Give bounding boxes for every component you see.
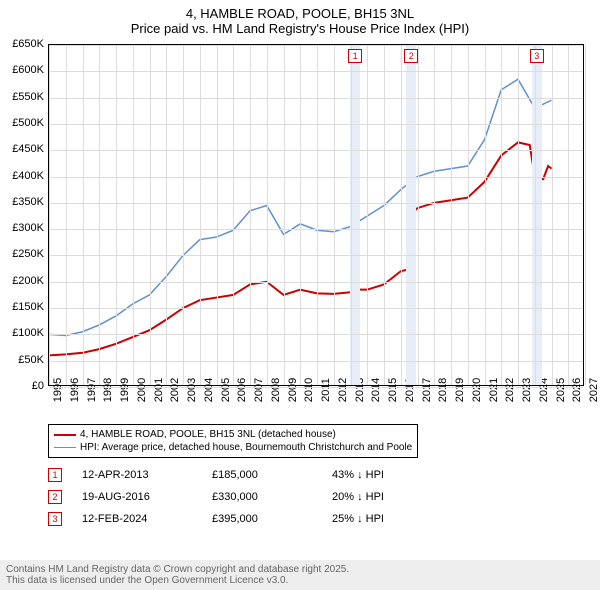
sale-marker: 1 — [48, 468, 62, 482]
gridline-vertical — [166, 45, 167, 385]
chart-container: 4, HAMBLE ROAD, POOLE, BH15 3NL Price pa… — [0, 0, 600, 590]
gridline-vertical — [317, 45, 318, 385]
sale-marker: 2 — [48, 490, 62, 504]
chart-title-line1: 4, HAMBLE ROAD, POOLE, BH15 3NL — [0, 0, 600, 21]
sale-row: 1 12-APR-2013 £185,000 43% ↓ HPI — [48, 468, 384, 482]
y-tick-label: £250K — [0, 248, 44, 260]
gridline-horizontal — [49, 98, 583, 99]
y-tick-label: £200K — [0, 275, 44, 287]
footer-line1: Contains HM Land Registry data © Crown c… — [6, 564, 594, 575]
gridline-vertical — [334, 45, 335, 385]
gridline-vertical — [284, 45, 285, 385]
legend-row: 4, HAMBLE ROAD, POOLE, BH15 3NL (detache… — [54, 428, 412, 441]
gridline-horizontal — [49, 361, 583, 362]
legend-row: HPI: Average price, detached house, Bour… — [54, 441, 412, 454]
legend-label: HPI: Average price, detached house, Bour… — [80, 442, 412, 453]
gridline-vertical — [468, 45, 469, 385]
y-tick-label: £300K — [0, 222, 44, 234]
y-tick-label: £450K — [0, 143, 44, 155]
footer-line2: This data is licensed under the Open Gov… — [6, 575, 594, 586]
y-tick-label: £600K — [0, 64, 44, 76]
gridline-horizontal — [49, 71, 583, 72]
gridline-vertical — [217, 45, 218, 385]
sale-price: £330,000 — [212, 491, 312, 503]
gridline-vertical — [418, 45, 419, 385]
gridline-vertical — [367, 45, 368, 385]
chart-marker-label: 2 — [404, 49, 418, 63]
legend-label: 4, HAMBLE ROAD, POOLE, BH15 3NL (detache… — [80, 429, 336, 440]
y-tick-label: £350K — [0, 196, 44, 208]
gridline-horizontal — [49, 150, 583, 151]
gridline-vertical — [183, 45, 184, 385]
gridline-horizontal — [49, 203, 583, 204]
gridline-horizontal — [49, 229, 583, 230]
gridline-vertical — [384, 45, 385, 385]
sale-date: 12-APR-2013 — [82, 469, 192, 481]
gridline-vertical — [518, 45, 519, 385]
legend-swatch — [54, 447, 76, 449]
chart-title-line2: Price paid vs. HM Land Registry's House … — [0, 21, 600, 40]
gridline-vertical — [451, 45, 452, 385]
gridline-vertical — [501, 45, 502, 385]
gridline-horizontal — [49, 308, 583, 309]
gridline-vertical — [300, 45, 301, 385]
y-tick-label: £150K — [0, 301, 44, 313]
gridline-vertical — [250, 45, 251, 385]
gridline-vertical — [200, 45, 201, 385]
gridline-vertical — [66, 45, 67, 385]
gridline-vertical — [116, 45, 117, 385]
sale-price: £185,000 — [212, 469, 312, 481]
gridline-vertical — [267, 45, 268, 385]
sale-row: 3 12-FEB-2024 £395,000 25% ↓ HPI — [48, 512, 384, 526]
legend-swatch — [54, 434, 76, 436]
sale-date: 12-FEB-2024 — [82, 513, 192, 525]
y-tick-label: £650K — [0, 38, 44, 50]
plot-area: 1 2 3 — [48, 44, 584, 386]
chart-marker-label: 3 — [530, 49, 544, 63]
gridline-vertical — [535, 45, 536, 385]
gridline-vertical — [83, 45, 84, 385]
gridline-vertical — [233, 45, 234, 385]
sale-marker: 3 — [48, 512, 62, 526]
gridline-vertical — [150, 45, 151, 385]
gridline-horizontal — [49, 334, 583, 335]
y-tick-label: £0 — [0, 380, 44, 392]
gridline-horizontal — [49, 45, 583, 46]
y-tick-label: £500K — [0, 117, 44, 129]
x-tick-label: 2027 — [588, 378, 600, 402]
gridline-vertical — [99, 45, 100, 385]
gridline-vertical — [585, 45, 586, 385]
gridline-vertical — [552, 45, 553, 385]
gridline-horizontal — [49, 387, 583, 388]
sale-row: 2 19-AUG-2016 £330,000 20% ↓ HPI — [48, 490, 384, 504]
gridline-vertical — [485, 45, 486, 385]
gridline-vertical — [434, 45, 435, 385]
chart-marker-label: 1 — [348, 49, 362, 63]
sale-pct: 25% ↓ HPI — [332, 513, 384, 525]
gridline-vertical — [133, 45, 134, 385]
legend-box: 4, HAMBLE ROAD, POOLE, BH15 3NL (detache… — [48, 424, 418, 458]
gridline-horizontal — [49, 124, 583, 125]
gridline-vertical — [351, 45, 352, 385]
y-tick-label: £100K — [0, 327, 44, 339]
gridline-horizontal — [49, 255, 583, 256]
y-tick-label: £50K — [0, 354, 44, 366]
footer: Contains HM Land Registry data © Crown c… — [0, 560, 600, 590]
y-tick-label: £400K — [0, 170, 44, 182]
sale-date: 19-AUG-2016 — [82, 491, 192, 503]
gridline-vertical — [401, 45, 402, 385]
gridline-horizontal — [49, 177, 583, 178]
sale-price: £395,000 — [212, 513, 312, 525]
y-tick-label: £550K — [0, 91, 44, 103]
gridline-horizontal — [49, 282, 583, 283]
gridline-vertical — [49, 45, 50, 385]
sale-pct: 43% ↓ HPI — [332, 469, 384, 481]
gridline-vertical — [568, 45, 569, 385]
sale-pct: 20% ↓ HPI — [332, 491, 384, 503]
